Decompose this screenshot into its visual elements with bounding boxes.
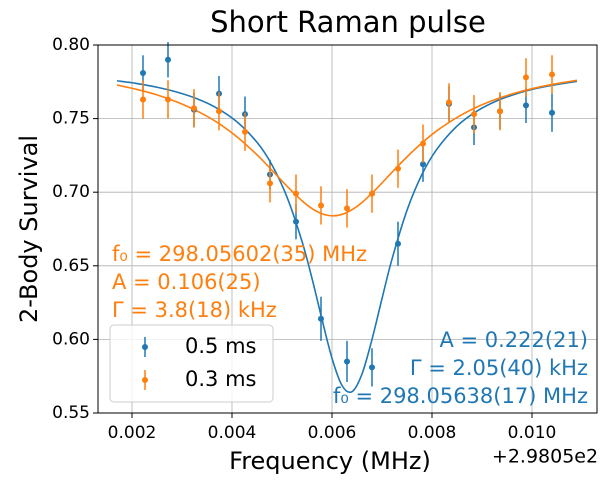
- y-tick-label: 0.60: [52, 329, 90, 349]
- legend-box: [109, 324, 274, 403]
- x-axis-label: Frequency (MHz): [229, 447, 431, 475]
- data-point: [395, 165, 401, 172]
- chart-title: Short Raman pulse: [210, 5, 486, 39]
- x-offset-label: +2.9805e2: [492, 446, 598, 468]
- data-point: [549, 71, 555, 78]
- data-point: [523, 102, 529, 109]
- data-point: [369, 190, 375, 197]
- data-point: [549, 109, 555, 116]
- data-point: [140, 96, 146, 103]
- data-point: [395, 240, 401, 247]
- data-point: [267, 180, 273, 187]
- x-tick-label: 0.006: [308, 423, 357, 443]
- fit-annotation: f₀ = 298.05638(17) MHz: [333, 384, 588, 408]
- fit-annotation: Γ = 2.05(40) kHz: [410, 356, 588, 380]
- fit-annotation: Γ = 3.8(18) kHz: [112, 298, 277, 322]
- data-point: [242, 128, 248, 135]
- fit-line: [116, 79, 578, 394]
- data-point: [191, 105, 197, 112]
- data-point: [318, 315, 324, 322]
- data-point: [165, 96, 171, 103]
- data-point: [344, 358, 350, 365]
- y-tick-label: 0.75: [52, 109, 90, 129]
- legend: 0.5 ms 0.3 ms: [109, 324, 274, 403]
- y-tick-label: 0.70: [52, 182, 90, 202]
- x-tick-label: 0.008: [408, 423, 457, 443]
- y-axis-label: 2-Body Survival: [15, 135, 43, 323]
- x-tick-label: 0.002: [108, 423, 157, 443]
- fit-annotation: f₀ = 298.05602(35) MHz: [112, 242, 367, 266]
- data-point: [497, 108, 503, 115]
- data-point: [420, 140, 426, 147]
- data-point: [471, 111, 477, 118]
- y-tick-label: 0.65: [52, 256, 90, 276]
- x-tick-label: 0.004: [208, 423, 257, 443]
- data-point: [318, 202, 324, 209]
- fit-annotation: A = 0.106(25): [112, 270, 261, 294]
- legend-label: 0.5 ms: [185, 334, 256, 358]
- data-point: [140, 69, 146, 76]
- data-point: [165, 56, 171, 63]
- data-point: [293, 190, 299, 197]
- legend-marker: [142, 377, 148, 383]
- y-tick-label: 0.55: [52, 403, 90, 423]
- fit-annotation: A = 0.222(21): [439, 328, 588, 352]
- data-point: [369, 364, 375, 371]
- plot-frame: [97, 44, 598, 414]
- data-point: [420, 161, 426, 168]
- y-tick-label: 0.80: [52, 35, 90, 55]
- data-point: [344, 205, 350, 212]
- data-point: [446, 99, 452, 106]
- legend-marker: [142, 344, 148, 350]
- data-point: [523, 74, 529, 81]
- data-point: [293, 218, 299, 225]
- legend-label: 0.3 ms: [185, 367, 256, 391]
- x-tick-label: 0.010: [508, 423, 557, 443]
- data-point: [216, 108, 222, 115]
